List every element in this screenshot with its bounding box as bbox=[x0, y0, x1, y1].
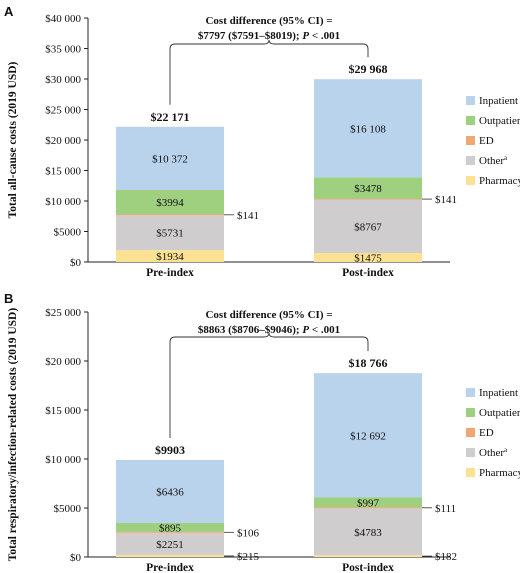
y-tick-label: $5000 bbox=[54, 503, 82, 515]
segment-label: $1934 bbox=[156, 251, 184, 263]
legend-label: ED bbox=[479, 427, 494, 439]
y-tick-label: $20 000 bbox=[45, 135, 81, 147]
segment-label: $215 bbox=[237, 551, 260, 563]
segment-label: $111 bbox=[435, 503, 456, 515]
bar-total-label: $22 171 bbox=[151, 110, 190, 124]
cost-difference-label: Cost difference (95% CI) = bbox=[205, 15, 332, 27]
legend-swatch-pharmacy bbox=[466, 176, 475, 185]
segment-label: $5731 bbox=[156, 228, 184, 240]
bar-segment-outpatient bbox=[314, 497, 422, 508]
segment-label: $3478 bbox=[354, 183, 382, 195]
y-tick-label: $0 bbox=[70, 552, 82, 564]
bar-segment-other bbox=[116, 532, 224, 555]
segment-label: $10 372 bbox=[152, 153, 188, 165]
segment-label: $3994 bbox=[156, 197, 184, 209]
legend-label: Othera bbox=[479, 154, 508, 167]
legend-label: Outpatient bbox=[479, 115, 520, 127]
bar-segment-outpatient bbox=[116, 523, 224, 532]
y-tick-label: $5000 bbox=[54, 227, 82, 239]
y-axis-label: Total respiratory/infection-related cost… bbox=[7, 308, 19, 562]
bar-segment-inpatient bbox=[314, 79, 422, 178]
bar-segment-outpatient bbox=[116, 190, 224, 215]
legend-label: Pharmacy bbox=[479, 175, 520, 187]
segment-label: $182 bbox=[435, 551, 457, 563]
cost-difference-label: Cost difference (95% CI) = bbox=[205, 309, 332, 321]
panel-a: A $0 $5000 $10 000 $15 000 $20 000 $25 000 $30 … bbox=[4, 4, 520, 279]
bar-segment-inpatient bbox=[116, 459, 224, 524]
y-tick-label: $20 000 bbox=[45, 356, 81, 368]
bar-segment-other bbox=[314, 199, 422, 254]
legend-label: Pharmacy bbox=[479, 467, 520, 479]
bar-segment-inpatient bbox=[116, 126, 224, 191]
legend-swatch-pharmacy bbox=[466, 468, 475, 477]
bar-segment-other bbox=[116, 215, 224, 251]
legend-label: Othera bbox=[479, 446, 508, 459]
y-tick-label: $0 bbox=[70, 257, 82, 269]
segment-label: $8767 bbox=[354, 221, 382, 233]
segment-label: $895 bbox=[159, 522, 182, 534]
bar-segment-pharmacy bbox=[314, 555, 422, 557]
legend-label: Inpatient bbox=[479, 95, 518, 107]
bar-segment-other bbox=[314, 508, 422, 556]
bar-total-label: $18 766 bbox=[349, 356, 388, 370]
legend-swatch-inpatient bbox=[466, 388, 475, 397]
y-tick-label: $15 000 bbox=[45, 166, 81, 178]
y-tick-label: $25 000 bbox=[45, 105, 81, 117]
category-label: Pre-index bbox=[146, 267, 194, 279]
segment-label: $12 692 bbox=[350, 430, 386, 442]
bar-segment-pharmacy bbox=[116, 554, 224, 557]
legend-label: Outpatient bbox=[479, 407, 520, 419]
y-tick-label: $15 000 bbox=[45, 405, 81, 417]
bar-segment-inpatient bbox=[314, 373, 422, 498]
y-tick-label: $35 000 bbox=[45, 44, 81, 56]
y-axis-label: Total all-cause costs (2019 USD) bbox=[7, 61, 19, 218]
legend-swatch-inpatient bbox=[466, 96, 475, 105]
legend-swatch-outpatient bbox=[466, 116, 475, 125]
bar-total-label: $9903 bbox=[155, 443, 185, 457]
legend-label: ED bbox=[479, 135, 494, 147]
segment-label: $2251 bbox=[156, 539, 184, 551]
segment-label: $4783 bbox=[354, 527, 382, 539]
y-tick-label: $30 000 bbox=[45, 74, 81, 86]
segment-label: $106 bbox=[237, 527, 260, 539]
y-tick-label: $25 000 bbox=[45, 307, 81, 319]
segment-label: $1475 bbox=[354, 253, 382, 265]
bar-segment-outpatient bbox=[314, 177, 422, 199]
segment-label: $6436 bbox=[156, 486, 184, 498]
panel-letter: A bbox=[4, 4, 14, 19]
bar-segment-ed bbox=[116, 531, 224, 533]
cost-difference-value: $8863 ($8706–$9046); P < .001 bbox=[198, 324, 340, 336]
bar-segment-ed bbox=[116, 214, 224, 216]
category-label: Post-index bbox=[342, 562, 394, 573]
segment-label: $997 bbox=[357, 497, 380, 509]
comparison-bracket bbox=[169, 39, 369, 105]
segment-label: $141 bbox=[237, 210, 259, 222]
bar-segment-pharmacy bbox=[314, 253, 422, 262]
comparison-bracket bbox=[169, 332, 369, 438]
y-tick-label: $10 000 bbox=[45, 196, 81, 208]
y-tick-label: $40 000 bbox=[45, 13, 81, 25]
panel-b: B $0 $5000 $10 000 $15 000 $20 000 $25 000 Tota… bbox=[4, 291, 520, 573]
bar-segment-ed bbox=[314, 507, 422, 509]
bar-total-label: $29 968 bbox=[349, 62, 388, 76]
legend-label: Inpatient bbox=[479, 387, 518, 399]
legend-swatch-other bbox=[466, 156, 475, 165]
cost-difference-value: $7797 ($7591–$8019); P < .001 bbox=[198, 30, 340, 42]
bar-segment-ed bbox=[314, 198, 422, 200]
legend-swatch-ed bbox=[466, 428, 475, 437]
category-label: Pre-index bbox=[146, 562, 194, 573]
bar-segment-pharmacy bbox=[116, 250, 224, 262]
segment-label: $16 108 bbox=[350, 123, 386, 135]
legend-swatch-ed bbox=[466, 136, 475, 145]
legend-swatch-outpatient bbox=[466, 408, 475, 417]
legend-swatch-other bbox=[466, 448, 475, 457]
segment-label: $141 bbox=[435, 194, 457, 206]
y-tick-label: $10 000 bbox=[45, 454, 81, 466]
category-label: Post-index bbox=[342, 267, 394, 279]
panel-letter: B bbox=[4, 291, 13, 306]
